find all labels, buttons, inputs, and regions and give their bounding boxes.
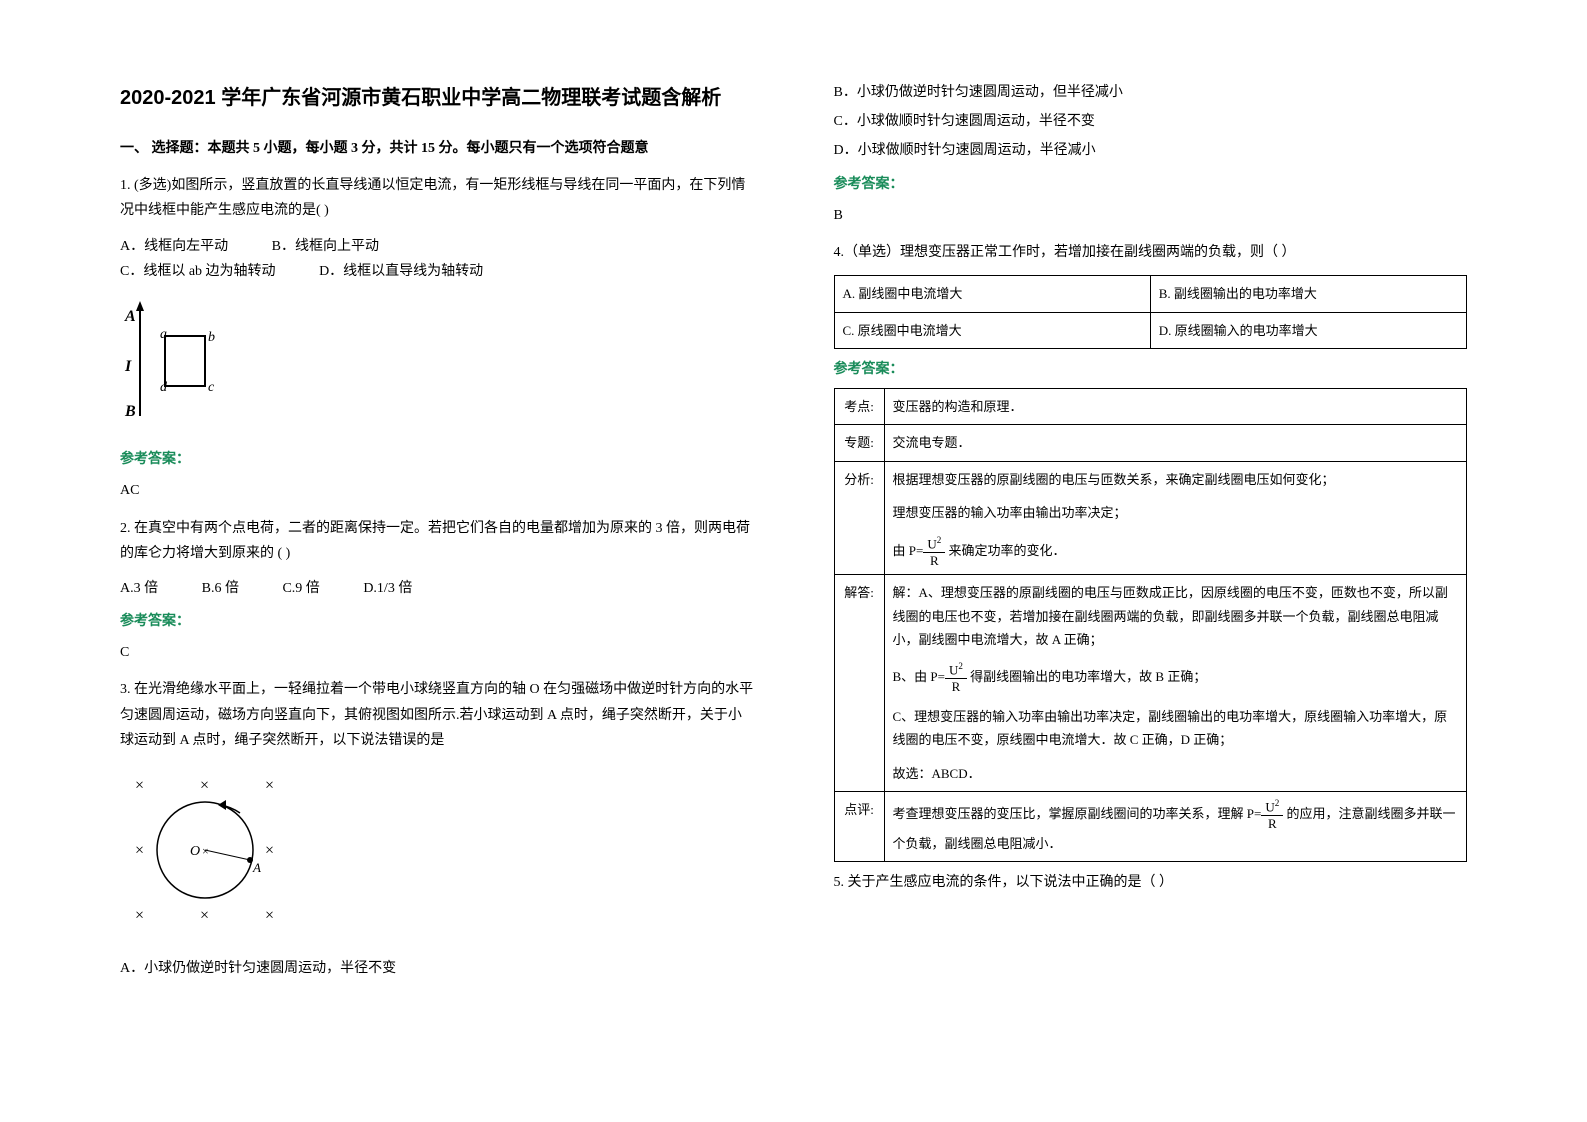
q4-a-lab: A. — [843, 286, 856, 301]
q2-answer-label: 参考答案： — [120, 609, 754, 634]
q3-answer: B — [834, 203, 1468, 228]
q4-fx-1: 根据理想变压器的原副线圈的电压与匝数关系，来确定副线圈电压如何变化； — [893, 468, 1459, 491]
question-2-stem: 2. 在真空中有两个点电荷，二者的距离保持一定。若把它们各自的电量都增加为原来的… — [120, 516, 754, 566]
exam-title: 2020-2021 学年广东省河源市黄石职业中学高二物理联考试题含解析 — [120, 80, 754, 116]
q4-d-lab: D. — [1159, 323, 1172, 338]
fig1-label-I: I — [124, 358, 132, 375]
svg-text:×: × — [200, 907, 209, 924]
q4-kd: 变压器的构造和原理． — [884, 389, 1467, 425]
q4-answer-label: 参考答案： — [834, 357, 1468, 382]
q4-fx-label: 分析: — [834, 461, 884, 574]
question-1-options-row2: C．线框以 ab 边为轴转动 D．线框以直导线为轴转动 — [120, 259, 754, 284]
q4-opt-c: 原线圈中电流增大 — [858, 323, 962, 338]
fig3-label-O: O — [190, 844, 200, 859]
section-1-heading: 一、 选择题：本题共 5 小题，每小题 3 分，共计 15 分。每小题只有一个选… — [120, 136, 754, 161]
q1-opt-b: B．线框向上平动 — [272, 234, 379, 259]
q3-opt-a: A．小球仍做逆时针匀速圆周运动，半径不变 — [120, 956, 754, 981]
question-4-stem: 4.（单选）理想变压器正常工作时，若增加接在副线圈两端的负载，则（ ） — [834, 240, 1468, 265]
fraction-icon: U2R — [1261, 798, 1283, 832]
svg-text:×: × — [135, 842, 144, 859]
q3-opt-b: B．小球仍做逆时针匀速圆周运动，但半径减小 — [834, 80, 1468, 105]
q2-opt-a: A.3 倍 — [120, 576, 158, 601]
q4-options-table: A. 副线圈中电流增大 B. 副线圈输出的电功率增大 C. 原线圈中电流增大 D… — [834, 275, 1468, 349]
q2-opt-b: B.6 倍 — [202, 576, 239, 601]
q4-jd-2b: 得副线圈输出的电功率增大，故 B 正确； — [967, 669, 1206, 684]
fig1-label-d: d — [160, 380, 168, 395]
fig1-label-c: c — [208, 380, 215, 395]
q1-opt-a: A．线框向左平动 — [120, 234, 228, 259]
q4-opt-a: 副线圈中电流增大 — [858, 286, 962, 301]
question-3-stem: 3. 在光滑绝缘水平面上，一轻绳拉着一个带电小球绕竖直方向的轴 O 在匀强磁场中… — [120, 677, 754, 753]
q4-c-lab: C. — [843, 323, 855, 338]
q4-explanation-table: 考点: 变压器的构造和原理． 专题: 交流电专题． 分析: 根据理想变压器的原副… — [834, 388, 1468, 862]
fig3-label-A: A — [252, 860, 261, 875]
q4-kd-label: 考点: — [834, 389, 884, 425]
q1-figure: A I B a b c d — [120, 296, 754, 435]
svg-text:×: × — [200, 777, 209, 794]
q4-jd-label: 解答: — [834, 575, 884, 792]
q3-figure: ××× ×× ××× O × A — [120, 765, 754, 944]
q2-opt-d: D.1/3 倍 — [363, 576, 412, 601]
q4-jd-2a: B、由 P= — [893, 669, 945, 684]
q3-opt-c: C．小球做顺时针匀速圆周运动，半径不变 — [834, 109, 1468, 134]
question-1-options-row1: A．线框向左平动 B．线框向上平动 — [120, 234, 754, 259]
question-5-stem: 5. 关于产生感应电流的条件，以下说法中正确的是（ ） — [834, 870, 1468, 895]
question-1-stem: 1. (多选)如图所示，竖直放置的长直导线通以恒定电流，有一矩形线框与导线在同一… — [120, 173, 754, 223]
fig1-label-a: a — [160, 327, 167, 342]
question-2-options: A.3 倍 B.6 倍 C.9 倍 D.1/3 倍 — [120, 576, 754, 601]
q4-jd-2: B、由 P=U2R 得副线圈输出的电功率增大，故 B 正确； — [893, 661, 1459, 695]
q4-zt-label: 专题: — [834, 425, 884, 461]
q1-answer: AC — [120, 478, 754, 503]
q3-answer-label: 参考答案： — [834, 172, 1468, 197]
q1-opt-d: D．线框以直导线为轴转动 — [319, 259, 483, 284]
q4-zt: 交流电专题． — [884, 425, 1467, 461]
q4-opt-d: 原线圈输入的电功率增大 — [1175, 323, 1318, 338]
q3-options-left: A．小球仍做逆时针匀速圆周运动，半径不变 — [120, 956, 754, 981]
svg-text:×: × — [135, 777, 144, 794]
q1-opt-c: C．线框以 ab 边为轴转动 — [120, 259, 276, 284]
q4-dp-label: 点评: — [834, 792, 884, 862]
svg-text:×: × — [265, 777, 274, 794]
q4-fx-3: 由 P=U2R 来确定功率的变化． — [893, 535, 1459, 569]
q2-opt-c: C.9 倍 — [282, 576, 319, 601]
svg-text:×: × — [265, 842, 274, 859]
q3-opt-d: D．小球做顺时针匀速圆周运动，半径减小 — [834, 138, 1468, 163]
q4-dp-1a: 考查理想变压器的变压比，掌握原副线圈间的功率关系，理解 P= — [893, 806, 1262, 821]
q4-fx-2: 理想变压器的输入功率由输出功率决定； — [893, 501, 1459, 524]
fig1-label-B: B — [124, 403, 136, 420]
q4-b-lab: B. — [1159, 286, 1171, 301]
svg-text:×: × — [265, 907, 274, 924]
q3-options-right: B．小球仍做逆时针匀速圆周运动，但半径减小 C．小球做顺时针匀速圆周运动，半径不… — [834, 80, 1468, 164]
q4-jd-3: C、理想变压器的输入功率由输出功率决定，副线圈输出的电功率增大，原线圈输入功率增… — [893, 705, 1459, 752]
q4-opt-b: 副线圈输出的电功率增大 — [1174, 286, 1317, 301]
q4-jd-4: 故选：ABCD． — [893, 762, 1459, 785]
q1-answer-label: 参考答案： — [120, 447, 754, 472]
q4-fx-3a: 由 P= — [893, 542, 924, 557]
fraction-icon: U2R — [923, 535, 945, 569]
q4-jd-1: 解：A、理想变压器的原副线圈的电压与匝数成正比，因原线圈的电压不变，匝数也不变，… — [893, 581, 1459, 651]
fraction-icon: U2R — [945, 661, 967, 695]
q4-fx-3b: 来确定功率的变化． — [945, 542, 1065, 557]
fig1-label-b: b — [208, 330, 215, 345]
fig1-label-A: A — [124, 308, 136, 325]
q2-answer: C — [120, 640, 754, 665]
q4-dp: 考查理想变压器的变压比，掌握原副线圈间的功率关系，理解 P=U2R 的应用，注意… — [884, 792, 1467, 862]
svg-text:×: × — [135, 907, 144, 924]
